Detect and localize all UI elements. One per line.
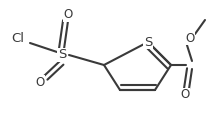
- Text: O: O: [35, 75, 45, 89]
- Text: O: O: [185, 31, 195, 44]
- Text: O: O: [180, 89, 190, 101]
- Text: S: S: [144, 36, 152, 49]
- Text: Cl: Cl: [11, 31, 25, 44]
- Text: S: S: [58, 49, 66, 61]
- Text: O: O: [63, 9, 73, 21]
